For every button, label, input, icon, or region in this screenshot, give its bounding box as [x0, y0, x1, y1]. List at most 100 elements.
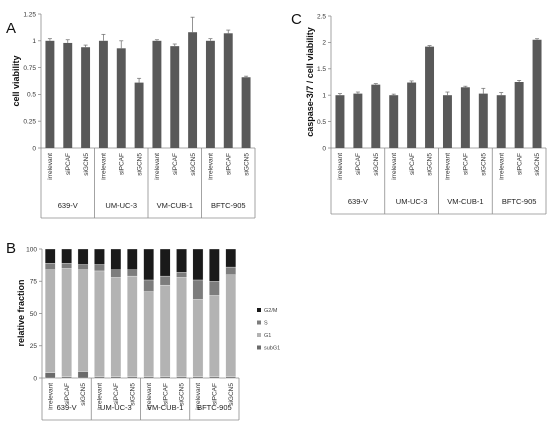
y-tick-label: 1 — [322, 93, 326, 100]
panel-letter-b: B — [6, 240, 16, 257]
stacked-segment-s — [110, 269, 122, 278]
group-label: VM-CUB-1 — [147, 403, 183, 412]
bar — [353, 93, 363, 148]
category-label: siPCAF — [162, 383, 169, 405]
category-label: siPCAF — [516, 153, 523, 175]
category-label: siGCN5 — [83, 153, 90, 176]
stacked-segment-g2-m — [77, 248, 89, 265]
stacked-segment-subg1 — [209, 376, 220, 379]
y-tick-label: 75 — [30, 279, 38, 286]
bar — [407, 82, 417, 148]
y-tick-label: 0.75 — [23, 65, 36, 72]
stacked-segment-s — [77, 264, 89, 270]
group-label: BFTC-905 — [502, 197, 537, 206]
stacked-segment-g1 — [127, 275, 138, 377]
category-label: irrelevant — [195, 383, 202, 410]
bar — [496, 95, 506, 148]
stacked-segment-subg1 — [77, 371, 89, 379]
category-label: siPCAF — [463, 153, 470, 175]
category-label: siGCN5 — [427, 153, 434, 176]
stacked-segment-s — [127, 269, 138, 277]
bar — [134, 82, 144, 148]
legend-swatch — [257, 320, 261, 325]
category-label: siPCAF — [409, 153, 416, 175]
stacked-segment-g2-m — [159, 248, 171, 277]
legend-swatch — [257, 308, 261, 312]
category-label: irrelevant — [498, 153, 505, 180]
category-label: siPCAF — [64, 383, 71, 405]
category-label: irrelevant — [47, 383, 54, 410]
group-label: BFTC-905 — [197, 403, 232, 412]
category-label: irrelevant — [101, 153, 108, 180]
y-tick-label: 0.5 — [27, 92, 36, 99]
bar — [188, 32, 198, 148]
category-label: siGCN5 — [480, 153, 487, 176]
panel-letter-a: A — [6, 20, 16, 37]
category-label: siGCN5 — [228, 383, 235, 406]
category-label: siGCN5 — [136, 153, 143, 176]
group-label: UM-UC-3 — [396, 197, 428, 206]
stacked-segment-s — [225, 266, 237, 275]
chart-cell-cycle: 0 25 50 75 100 relative fraction irrelevant siP… — [16, 246, 280, 421]
y-tick-label: 0.25 — [23, 119, 36, 126]
category-label: irrelevant — [337, 153, 344, 180]
stacked-segment-g1 — [209, 295, 220, 377]
category-label: siPCAF — [212, 383, 219, 405]
stacked-segment-g1 — [225, 274, 237, 377]
category-label: siGCN5 — [373, 153, 380, 176]
stacked-segment-g2-m — [110, 248, 122, 270]
bar — [170, 46, 180, 148]
stacked-segment-s — [94, 264, 105, 272]
y-axis-title: caspase-3/7 / cell viability — [305, 27, 315, 137]
bar — [45, 40, 55, 148]
stacked-segment-subg1 — [61, 376, 72, 379]
bar — [371, 84, 381, 148]
stacked-segment-g1 — [110, 277, 122, 377]
group-label: VM-CUB-1 — [447, 197, 483, 206]
bar — [98, 40, 108, 148]
bar — [81, 47, 91, 149]
chart-cell-viability: 0 0.25 0.5 0.75 1 1.25 cell viability irrelevan… — [11, 11, 256, 219]
category-label: irrelevant — [445, 153, 452, 180]
stacked-segment-g2-m — [209, 248, 220, 282]
bar — [63, 42, 73, 148]
bar — [389, 95, 399, 148]
y-axis-title: cell viability — [11, 55, 21, 106]
bar — [514, 82, 524, 148]
category-label: irrelevant — [146, 383, 153, 410]
group-label: 639-V — [58, 201, 78, 210]
stacked-segment-g2-m — [61, 248, 72, 264]
bar — [116, 48, 126, 148]
y-tick-label: 25 — [30, 343, 38, 350]
stacked-segment-g2-m — [176, 248, 187, 273]
stacked-segment-g1 — [94, 270, 105, 377]
category-label: irrelevant — [208, 153, 215, 180]
group-label: UM-UC-3 — [100, 403, 132, 412]
y-axis-title: relative fraction — [16, 279, 26, 346]
category-label: siPCAF — [225, 153, 232, 175]
stacked-segment-subg1 — [94, 376, 105, 379]
category-label: siGCN5 — [243, 153, 250, 176]
y-tick-label: 1 — [32, 38, 36, 45]
category-label: siPCAF — [355, 153, 362, 175]
stacked-segment-subg1 — [110, 376, 122, 379]
group-label: BFTC-905 — [211, 201, 246, 210]
bar — [335, 95, 345, 148]
category-label: siPCAF — [118, 153, 125, 175]
bar — [152, 40, 162, 148]
y-tick-label: 0 — [33, 375, 37, 382]
stacked-segment-s — [159, 275, 171, 286]
stacked-segment-g1 — [44, 269, 56, 373]
y-tick-label: 2.5 — [317, 13, 326, 20]
y-tick-label: 2 — [322, 40, 326, 47]
stacked-segment-s — [143, 279, 154, 292]
group-label: UM-UC-3 — [105, 201, 137, 210]
stacked-segment-g2-m — [127, 248, 138, 270]
stacked-segment-s — [61, 263, 72, 269]
y-tick-label: 0 — [32, 145, 36, 152]
panel-letter-c: C — [291, 11, 302, 28]
group-label: VM-CUB-1 — [157, 201, 193, 210]
category-label: irrelevant — [154, 153, 161, 180]
